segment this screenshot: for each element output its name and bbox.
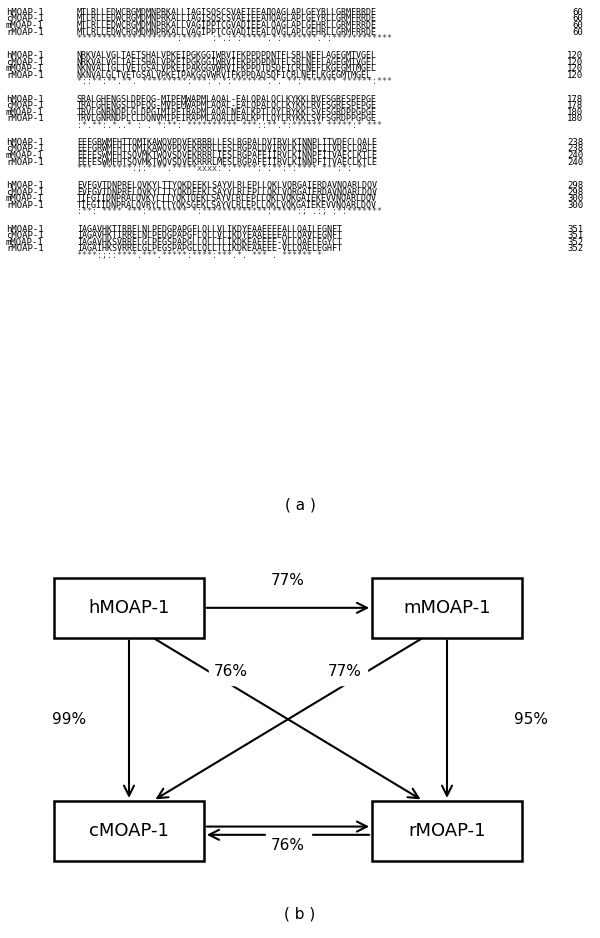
Text: 178: 178 <box>567 101 583 110</box>
Text: IAGAVHKSVRRELGLPEGSPAPGLLQLLTLIKDKEAEEEE-VLLQAELEGYCT: IAGAVHKSVRRELGLPEGSPAPGLLQLLTLIKDKEAEEEE… <box>77 237 342 247</box>
Text: MTLRLLEDWCRGMDMNPRKALLIAGISQSCSVAEIEEАЛQAGLAPLGEYRLLGRMFRRDE: MTLRLLEDWCRGMDMNPRKALLIAGISQSCSVAEIEEАЛQ… <box>77 14 377 23</box>
Text: hMOAP-1: hMOAP-1 <box>6 224 44 234</box>
Text: cMOAP-1: cMOAP-1 <box>89 822 169 840</box>
Text: rMOAP-1: rMOAP-1 <box>6 27 44 37</box>
Text: TIFGIIDNPRALQVRYLTTYQKSGEKLSAYVLRLEPLLQKLVQKGAIEKEVVNQARLDQV: TIFGIIDNPRALQVRYLTTYQKSGEKLSAYVLRLEPLLQK… <box>77 201 377 210</box>
Text: 60: 60 <box>572 21 583 30</box>
Text: 76%: 76% <box>214 664 248 679</box>
Text: rMOAP-1: rMOAP-1 <box>6 114 44 123</box>
Text: IAGAVHKTIRRELNLPEDGPAPGFLQLLVLIKDYEAAEEEEALLQAILEGNFT: IAGAVHKTIRRELNLPEDGPAPGFLQLLVLIKDYEAAEEE… <box>77 224 342 234</box>
Text: EEFGRWMFHTTQMIKAWQVPDVEKRRRLLESLRGPALDVIRVLKINNPLITVDECLQALE: EEFGRWMFHTTQMIKAWQVPDVEKRRRLLESLRGPALDVI… <box>77 144 377 154</box>
Text: EEFESWMFHTSQVMKTWQVSDVEKRRRLIESLRGPAFEIIRVLKINNPFITVAECLKTLE: EEFESWMFHTSQVMKTWQVSDVEKRRRLIESLRGPAFEII… <box>77 151 377 160</box>
Text: hMOAP-1: hMOAP-1 <box>6 95 44 103</box>
Text: 120: 120 <box>567 52 583 60</box>
Text: mMOAP-1: mMOAP-1 <box>6 21 44 30</box>
Text: ( b ): ( b ) <box>284 906 316 921</box>
Text: 300: 300 <box>567 194 583 204</box>
Text: 240: 240 <box>567 151 583 160</box>
Text: NKNVALGLTVETGSALVPKEIPAKGGVWRVIFKPPDADSDFICRLNEFLKGEGMTMGEL: NKNVALGLTVETGSALVPKEIPAKGGVWRVIFKPPDADSD… <box>77 71 372 80</box>
Text: 120: 120 <box>567 71 583 80</box>
Text: :*.**:.*..* : . *:**: ********** ***::**.*:****** *****:* ***: :*.**:.*..* : . *:**: ********** ***::**… <box>77 121 382 129</box>
Text: cMOAP-1: cMOAP-1 <box>6 101 44 110</box>
Text: EVFGVTDNPRELQVKYLTTYQKDEEKLSAYVLRLEPLLQKLVQRGAIERDAVNQARLDQV: EVFGVTDNPRELQVKYLTTYQKDEEKLSAYVLRLEPLLQK… <box>77 188 377 197</box>
Text: mMOAP-1: mMOAP-1 <box>6 194 44 204</box>
Text: 120: 120 <box>567 58 583 67</box>
Text: TRVLGNRNDPLGLDPGIMIPEIRAPMLAQALNEALKPTLQYLRYKKLSVFSGRDPPGPGE: TRVLGNRNDPLGLDPGIMIPEIRAPMLAQALNEALKPTLQ… <box>77 108 377 116</box>
Text: EVFGVTDNPRELQVKYLTTYQKDEEKLSAYVLRLEPLLQKLVQRGAIERDAVNQARLDQV: EVFGVTDNPRELQVKYLTTYQKDEEKLSAYVLRLEPLLQK… <box>77 181 377 190</box>
Text: 60: 60 <box>572 14 583 23</box>
Text: cMOAP-1: cMOAP-1 <box>6 188 44 197</box>
Text: mMOAP-1: mMOAP-1 <box>6 108 44 116</box>
Text: 120: 120 <box>567 65 583 73</box>
FancyBboxPatch shape <box>372 578 522 638</box>
Text: TRALGHENGSLDPEQG-MVPEMWAPMLAQAL-EALQPALQCLKYKKLRVFSGRESPEPGE: TRALGHENGSLDPEQG-MVPEMWAPMLAQAL-EALQPALQ… <box>77 101 377 110</box>
Text: mMOAP-1: mMOAP-1 <box>403 598 491 617</box>
Text: *::**:**.**. *********:***:*.*:*******.*. **:******* ******:***: *::**:**.**. *********:***:*.*:*******.*… <box>77 78 392 86</box>
Text: 238: 238 <box>567 138 583 147</box>
Text: hMOAP-1: hMOAP-1 <box>6 138 44 147</box>
Text: mMOAP-1: mMOAP-1 <box>6 237 44 247</box>
Text: NKNVALIGLTVETGSALVPKEIPAKGGVWRVIFKPPDTDSDFICRLNEFLKGEGMTMGEL: NKNVALIGLTVETGSALVPKEIPAKGGVWRVIFKPPDTDS… <box>77 65 377 73</box>
Text: rMOAP-1: rMOAP-1 <box>408 822 486 840</box>
Text: 77%: 77% <box>328 664 362 679</box>
Text: mMOAP-1: mMOAP-1 <box>6 151 44 160</box>
Text: 60: 60 <box>572 27 583 37</box>
Text: 180: 180 <box>567 108 583 116</box>
Text: ***  ******:;:****.*****xxxx:*:*****:*:**:*:**** ***:*: **: *** ******:;:****.*****xxxx:*:*****:*:**… <box>77 164 367 174</box>
Text: rMOAP-1: rMOAP-1 <box>6 201 44 210</box>
Text: :**: **** ***:******** *:*************:*****:; .:; :*:*******: :**: **** ***:******** *:*************:*… <box>77 207 382 217</box>
Text: hMOAP-1: hMOAP-1 <box>6 181 44 190</box>
Text: 351: 351 <box>567 231 583 240</box>
Text: TIFGIIDNPRALQVKYLTTYQKTDEKLSAYVLRLEPLLQKLVQKGAIEKEVVNQARLDQV: TIFGIIDNPRALQVKYLTTYQKTDEKLSAYVLRLEPLLQK… <box>77 194 377 204</box>
Text: SRALGHENGSLDPEQG-MIPEMWAPMLAQAL-EALQPALQCLKYKKLRVFSGRESPEPGE: SRALGHENGSLDPEQG-MIPEMWAPMLAQAL-EALQPALQ… <box>77 95 377 103</box>
Text: EEFGRWMFHTTQMIKAWQVPDVEKRRRLLESLRGPALDVIRVLKINNPLITVDECLQALE: EEFGRWMFHTTQMIKAWQVPDVEKRRRLLESLRGPALDVI… <box>77 138 377 147</box>
Text: 298: 298 <box>567 188 583 197</box>
FancyBboxPatch shape <box>372 801 522 861</box>
FancyBboxPatch shape <box>54 801 204 861</box>
Text: 76%: 76% <box>271 838 305 853</box>
Text: 60: 60 <box>572 8 583 17</box>
Text: 298: 298 <box>567 181 583 190</box>
Text: 180: 180 <box>567 114 583 123</box>
Text: NRKVALVGLTAETSHALVPKEIPGKGGIWRVIFKPPDPDNTFLSRLNEFLAGEGMTVGEL: NRKVALVGLTAETSHALVPKEIPGKGGIWRVIFKPPDPDN… <box>77 58 377 67</box>
Text: hMOAP-1: hMOAP-1 <box>6 52 44 60</box>
Text: 351: 351 <box>567 224 583 234</box>
Text: MTLRLLEDWCRGMDMNPRKALLVAGIPPTCGVADIEEALQAGLAPLGEHRLLGRMFRRDE: MTLRLLEDWCRGMDMNPRKALLVAGIPPTCGVADIEEALQ… <box>77 21 377 30</box>
Text: 95%: 95% <box>514 712 548 727</box>
Text: NRKVALVGLTAETSHALVPKEIPGKGGIWRVIFKPPDPDNTFLSRLNEFLAGEGMTVGEL: NRKVALVGLTAETSHALVPKEIPGKGGIWRVIFKPPDPDN… <box>77 52 377 60</box>
Text: cMOAP-1: cMOAP-1 <box>6 144 44 154</box>
Text: MTLRLLEDWCRGMDMNPRKALLIAGISQSCSVAEIEEАЛQAGLAPLGEYRLLGRMFRRDE: MTLRLLEDWCRGMDMNPRKALLIAGISQSCSVAEIEEАЛQ… <box>77 8 377 17</box>
Text: mMOAP-1: mMOAP-1 <box>6 65 44 73</box>
Text: rMOAP-1: rMOAP-1 <box>6 158 44 167</box>
FancyBboxPatch shape <box>54 578 204 638</box>
Text: EEFESWMFHTSQVMKTWQVSDVEKRRRLMESLRGPAFEIIRVLKINNPFITVAECLKTLE: EEFESWMFHTSQVMKTWQVSDVEKRRRLMESLRGPAFEII… <box>77 158 377 167</box>
Text: MTLRLLEDWCRGMDMNPRKALLVAGIPPTCGVADIEEALQVGLAPLGEHRLLGRMFRRDE: MTLRLLEDWCRGMDMNPRKALLVAGIPPTCGVADIEEALQ… <box>77 27 377 37</box>
Text: 352: 352 <box>567 237 583 247</box>
Text: ********************:****  :*.:*:*****.*:*******.*:************: ********************:**** :*.:*:*****.*:… <box>77 34 392 43</box>
Text: hMOAP-1: hMOAP-1 <box>88 598 170 617</box>
Text: IAGAVHKTIRRELNLPEDGPAPGFLQLLVLIKDYEAAEEEEALLQAVLEGNFT: IAGAVHKTIRRELNLPEDGPAPGFLQLLVLIKDYEAAEEE… <box>77 231 342 240</box>
Text: cMOAP-1: cMOAP-1 <box>6 14 44 23</box>
Text: rMOAP-1: rMOAP-1 <box>6 71 44 80</box>
Text: hMOAP-1: hMOAP-1 <box>6 8 44 17</box>
Text: 99%: 99% <box>52 712 86 727</box>
Text: 77%: 77% <box>271 573 305 588</box>
Text: 300: 300 <box>567 201 583 210</box>
Text: 178: 178 <box>567 95 583 103</box>
Text: rMOAP-1: rMOAP-1 <box>6 244 44 253</box>
Text: 238: 238 <box>567 144 583 154</box>
Text: 240: 240 <box>567 158 583 167</box>
Text: cMOAP-1: cMOAP-1 <box>6 231 44 240</box>
Text: IAGAIHKSVRRELGLPEGSPAPGLLQLLTLIKDKEAAEEE-VLLQAELEGHFT: IAGAIHKSVRRELGLPEGSPAPGLLQLLTLIKDKEAAEEE… <box>77 244 342 253</box>
Text: TRVLGNRNDPLCLDQNVMIPEIRAPMLAQALDEALKPTLQYLRYKKLSVFSGRDPPGPGE: TRVLGNRNDPLCLDQNVMIPEIRAPMLAQALDEALKPTLQ… <box>77 114 377 123</box>
Text: 352: 352 <box>567 244 583 253</box>
Text: cMOAP-1: cMOAP-1 <box>6 58 44 67</box>
Text: ****:;::****.***.*****:****:***.*. *** . ****** *: ****:;::****.***.*****:****:***.*. *** .… <box>77 250 322 260</box>
Text: ( a ): ( a ) <box>284 497 316 512</box>
